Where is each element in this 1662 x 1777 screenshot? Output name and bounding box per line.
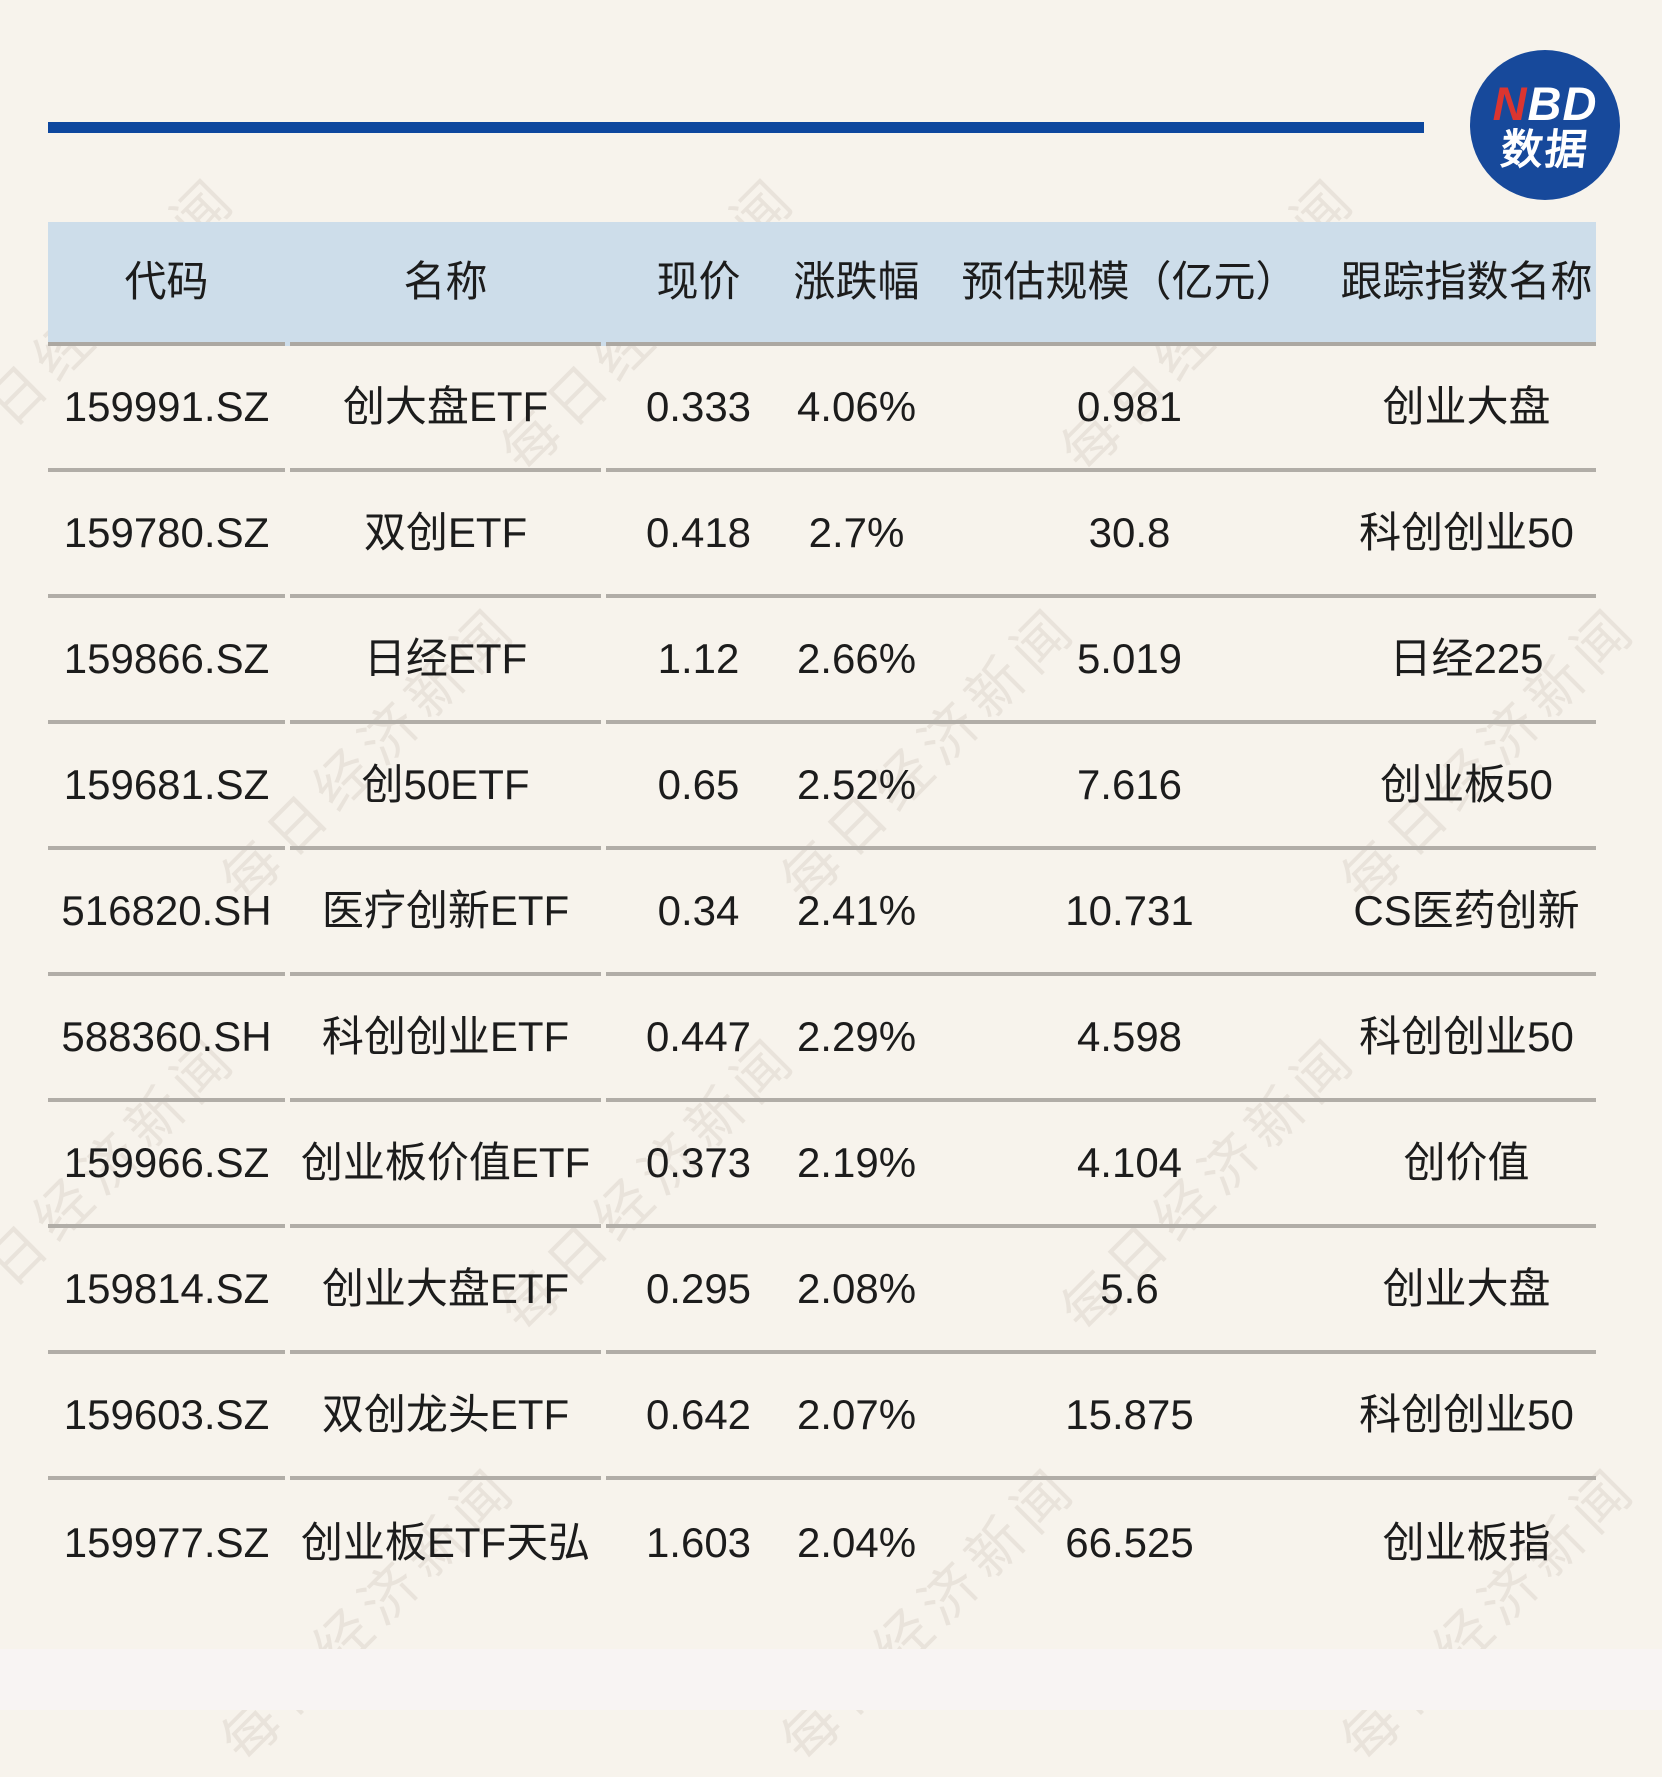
cell-code: 159603.SZ (48, 1354, 285, 1480)
cell-price: 0.642 (645, 1390, 752, 1438)
cell-index: 科创创业50 (1359, 1012, 1574, 1060)
column-header-group: 现价 涨跌幅 预估规模（亿元） 跟踪指数名称 (606, 222, 1596, 346)
cell-change: 2.19% (796, 1138, 917, 1186)
cell-index: 创业板指 (1382, 1518, 1551, 1566)
cell-price: 0.418 (645, 508, 752, 556)
nbd-logo-subtext: 数据 (1498, 125, 1592, 173)
nbd-logo-letter-n: N (1492, 76, 1528, 130)
cell-scale: 5.019 (1076, 634, 1183, 682)
table-row: 159780.SZ 双创ETF 0.418 2.7% 30.8 科创创业50 (48, 472, 1596, 598)
row-cell-group: 1.603 2.04% 66.525 创业板指 (606, 1480, 1596, 1606)
cell-name: 科创创业ETF (290, 976, 601, 1102)
row-cell-group: 0.373 2.19% 4.104 创价值 (606, 1102, 1596, 1228)
column-header-change: 涨跌幅 (793, 257, 920, 305)
cell-scale: 15.875 (1065, 1390, 1194, 1438)
cell-name: 双创龙头ETF (290, 1354, 601, 1480)
row-cell-group: 0.642 2.07% 15.875 科创创业50 (606, 1354, 1596, 1480)
cell-price: 0.333 (645, 382, 752, 430)
header-rule (48, 122, 1424, 133)
table-row: 159814.SZ 创业大盘ETF 0.295 2.08% 5.6 创业大盘 (48, 1228, 1596, 1354)
column-header-scale: 预估规模（亿元） (961, 257, 1298, 305)
cell-index: 科创创业50 (1359, 1390, 1574, 1438)
column-header-code: 代码 (48, 222, 285, 346)
cell-code: 159966.SZ (48, 1102, 285, 1228)
cell-change: 2.07% (796, 1390, 917, 1438)
infographic-canvas: 每日经济新闻 每日经济新闻 每日经济新闻 每日经济新闻 每日经济新闻 每日经济新闻 每日经济… (0, 50, 1662, 1774)
cell-price: 0.447 (645, 1012, 752, 1060)
cell-name: 创业板价值ETF (290, 1102, 601, 1228)
table-row: 159603.SZ 双创龙头ETF 0.642 2.07% 15.875 科创创业50 (48, 1354, 1596, 1480)
table-row: 159966.SZ 创业板价值ETF 0.373 2.19% 4.104 创价值 (48, 1102, 1596, 1228)
cell-price: 1.12 (657, 634, 740, 682)
cell-name: 创50ETF (290, 724, 601, 850)
row-cell-group: 0.34 2.41% 10.731 CS医药创新 (606, 850, 1596, 976)
column-header-index: 跟踪指数名称 (1340, 257, 1593, 305)
cell-change: 4.06% (796, 382, 917, 430)
cell-price: 0.34 (657, 886, 740, 934)
etf-table: 代码 名称 现价 涨跌幅 预估规模（亿元） 跟踪指数名称 159991.SZ 创大… (48, 222, 1596, 1606)
column-header-price: 现价 (656, 257, 741, 305)
table-row: 159681.SZ 创50ETF 0.65 2.52% 7.616 创业板50 (48, 724, 1596, 850)
row-cell-group: 0.295 2.08% 5.6 创业大盘 (606, 1228, 1596, 1354)
cell-price: 0.295 (645, 1264, 752, 1312)
cell-scale: 7.616 (1076, 760, 1183, 808)
cell-change: 2.04% (796, 1518, 917, 1566)
cell-name: 双创ETF (290, 472, 601, 598)
cell-code: 588360.SH (48, 976, 285, 1102)
cell-scale: 66.525 (1065, 1518, 1194, 1566)
cell-name: 创业大盘ETF (290, 1228, 601, 1354)
cell-index: 创价值 (1403, 1138, 1530, 1186)
table-body: 159991.SZ 创大盘ETF 0.333 4.06% 0.981 创业大盘 159780… (48, 346, 1596, 1606)
cell-index: 创业大盘 (1382, 382, 1551, 430)
row-cell-group: 0.418 2.7% 30.8 科创创业50 (606, 472, 1596, 598)
cell-change: 2.29% (796, 1012, 917, 1060)
cell-change: 2.66% (796, 634, 917, 682)
cell-index: CS医药创新 (1353, 886, 1580, 934)
cell-scale: 4.104 (1076, 1138, 1183, 1186)
table-row: 159977.SZ 创业板ETF天弘 1.603 2.04% 66.525 创业板指 (48, 1480, 1596, 1606)
cell-name: 创大盘ETF (290, 346, 601, 472)
column-header-name: 名称 (290, 222, 601, 346)
cell-code: 159681.SZ (48, 724, 285, 850)
cell-scale: 30.8 (1088, 508, 1171, 556)
table-header-row: 代码 名称 现价 涨跌幅 预估规模（亿元） 跟踪指数名称 (48, 222, 1596, 346)
cell-price: 1.603 (645, 1518, 752, 1566)
nbd-logo-letters-bd: BD (1527, 76, 1598, 130)
cell-change: 2.7% (808, 508, 905, 556)
table-row: 159866.SZ 日经ETF 1.12 2.66% 5.019 日经225 (48, 598, 1596, 724)
cell-scale: 4.598 (1076, 1012, 1183, 1060)
row-cell-group: 0.65 2.52% 7.616 创业板50 (606, 724, 1596, 850)
cell-code: 159977.SZ (63, 1518, 270, 1566)
cell-scale: 0.981 (1076, 382, 1183, 430)
cell-scale: 10.731 (1065, 886, 1194, 934)
nbd-logo-text: NBD (1493, 80, 1598, 127)
cell-code: 159991.SZ (48, 346, 285, 472)
cell-change: 2.41% (796, 886, 917, 934)
row-cell-group: 0.447 2.29% 4.598 科创创业50 (606, 976, 1596, 1102)
footer-strip (0, 1649, 1662, 1710)
table-row: 516820.SH 医疗创新ETF 0.34 2.41% 10.731 CS医药创新 (48, 850, 1596, 976)
cell-index: 日经225 (1389, 634, 1544, 682)
cell-code: 516820.SH (48, 850, 285, 976)
cell-code: 159814.SZ (48, 1228, 285, 1354)
cell-index: 创业板50 (1380, 760, 1553, 808)
cell-change: 2.08% (796, 1264, 917, 1312)
cell-price: 0.65 (657, 760, 740, 808)
cell-scale: 5.6 (1100, 1264, 1159, 1312)
cell-name: 创业板ETF天弘 (300, 1518, 591, 1566)
row-cell-group: 1.12 2.66% 5.019 日经225 (606, 598, 1596, 724)
cell-name: 日经ETF (290, 598, 601, 724)
cell-code: 159866.SZ (48, 598, 285, 724)
cell-name: 医疗创新ETF (290, 850, 601, 976)
table-row: 588360.SH 科创创业ETF 0.447 2.29% 4.598 科创创业50 (48, 976, 1596, 1102)
table-row: 159991.SZ 创大盘ETF 0.333 4.06% 0.981 创业大盘 (48, 346, 1596, 472)
cell-change: 2.52% (796, 760, 917, 808)
nbd-logo: NBD 数据 (1470, 50, 1620, 200)
cell-code: 159780.SZ (48, 472, 285, 598)
row-cell-group: 0.333 4.06% 0.981 创业大盘 (606, 346, 1596, 472)
cell-index: 创业大盘 (1382, 1264, 1551, 1312)
cell-index: 科创创业50 (1359, 508, 1574, 556)
cell-price: 0.373 (645, 1138, 752, 1186)
